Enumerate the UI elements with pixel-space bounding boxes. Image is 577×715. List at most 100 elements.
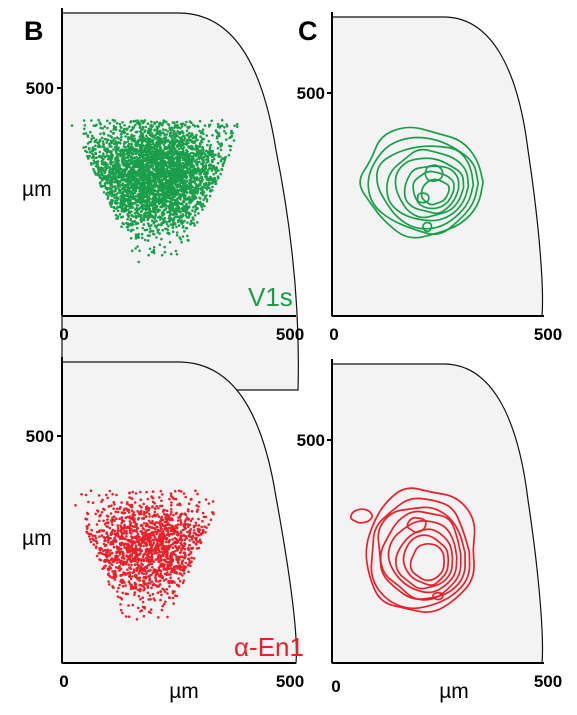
- scatter-point: [176, 558, 179, 562]
- scatter-point: [211, 152, 215, 156]
- scatter-point: [142, 516, 145, 520]
- scatter-point: [155, 236, 158, 239]
- scatter-point: [109, 512, 113, 515]
- scatter-point: [187, 206, 190, 210]
- scatter-point: [174, 133, 177, 137]
- scatter-point: [158, 209, 162, 212]
- scatter-point: [148, 507, 151, 510]
- scatter-point: [146, 538, 150, 542]
- scatter-point: [93, 534, 97, 538]
- scatter-point: [115, 493, 118, 497]
- scatter-point: [103, 169, 107, 173]
- scatter-point: [125, 174, 129, 178]
- scatter-point: [150, 250, 154, 254]
- scatter-point: [114, 566, 118, 569]
- scatter-point: [167, 196, 170, 200]
- scatter-point: [163, 250, 167, 254]
- scatter-point: [187, 163, 191, 166]
- scatter-point: [149, 147, 152, 151]
- scatter-point: [152, 248, 156, 252]
- scatter-point: [180, 124, 184, 128]
- scatter-point: [185, 143, 188, 146]
- scatter-point: [190, 509, 194, 513]
- scatter-point: [192, 525, 196, 529]
- scatter-point: [149, 229, 153, 233]
- scatter-point: [145, 201, 148, 205]
- scatter-point: [152, 582, 155, 586]
- scatter-point: [98, 121, 102, 124]
- scatter-point: [161, 212, 165, 215]
- scatter-point: [95, 554, 99, 558]
- scatter-point: [181, 213, 185, 216]
- scatter-point: [105, 493, 108, 497]
- scatter-point: [115, 164, 119, 167]
- scatter-point: [160, 527, 163, 531]
- scatter-point: [190, 547, 194, 550]
- scatter-point: [149, 182, 153, 186]
- scatter-point: [83, 124, 87, 127]
- scatter-point: [191, 185, 194, 189]
- scatter-point: [132, 511, 136, 514]
- scatter-point: [124, 584, 127, 587]
- scatter-point: [148, 150, 151, 153]
- scatter-point: [153, 510, 157, 514]
- scatter-point: [142, 196, 145, 199]
- scatter-point: [166, 130, 170, 133]
- scatter-point: [142, 189, 145, 192]
- scatter-point: [197, 517, 200, 521]
- scatter-point: [102, 191, 106, 194]
- scatter-point: [140, 131, 143, 135]
- scatter-point: [180, 547, 184, 550]
- scatter-point: [156, 210, 160, 214]
- scatter-point: [84, 149, 87, 153]
- scatter-point: [160, 504, 164, 508]
- scatter-point: [110, 141, 113, 145]
- scatter-point: [99, 513, 102, 517]
- scatter-point: [129, 201, 132, 205]
- scatter-point: [216, 176, 220, 180]
- scatter-point: [132, 134, 136, 138]
- scatter-point: [138, 189, 141, 193]
- scatter-point: [188, 173, 191, 177]
- scatter-point: [187, 182, 191, 185]
- scatter-point: [112, 167, 115, 171]
- scatter-point: [163, 216, 167, 220]
- scatter-point: [181, 189, 185, 193]
- scatter-point: [136, 245, 139, 248]
- scatter-point: [157, 566, 161, 569]
- scatter-point: [142, 185, 146, 188]
- scatter-point: [148, 548, 152, 551]
- scatter-point: [139, 598, 142, 601]
- scatter-point: [100, 136, 104, 140]
- scatter-point: [138, 179, 142, 182]
- scatter-point: [182, 492, 186, 495]
- scatter-point: [152, 200, 156, 204]
- scatter-point: [179, 518, 182, 522]
- scatter-point: [131, 603, 135, 607]
- scatter-point: [173, 489, 177, 493]
- scatter-point: [117, 547, 120, 551]
- scatter-point: [180, 215, 183, 218]
- scatter-point: [138, 583, 141, 587]
- scatter-point: [200, 179, 204, 182]
- scatter-point: [209, 518, 213, 522]
- scatter-point: [224, 132, 228, 135]
- scatter-point: [125, 532, 129, 535]
- scatter-point: [203, 204, 206, 208]
- scatter-point: [230, 129, 233, 133]
- scatter-point: [169, 134, 172, 138]
- scatter-point: [162, 220, 165, 224]
- scatter-point: [193, 210, 197, 214]
- scatter-point: [96, 142, 100, 145]
- scatter-point: [147, 207, 150, 211]
- scatter-point: [216, 140, 220, 144]
- scatter-point: [155, 148, 158, 151]
- scatter-point: [189, 175, 192, 179]
- scatter-point: [205, 149, 208, 153]
- scatter-point: [180, 136, 184, 139]
- scatter-point: [115, 152, 118, 155]
- scatter-point: [95, 156, 98, 159]
- scatter-point: [159, 156, 162, 160]
- scatter-point: [129, 222, 133, 226]
- scatter-point: [204, 167, 208, 171]
